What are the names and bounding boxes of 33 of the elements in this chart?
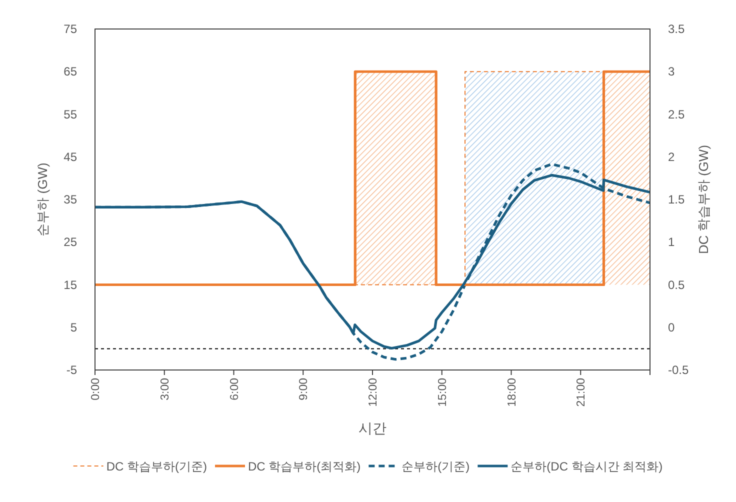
y2-tick-label: 3.5	[668, 22, 686, 36]
legend-label: 순부하(DC 학습시간 최적화)	[510, 460, 663, 474]
y-tick-label: 45	[64, 150, 78, 164]
x-tick-label: 18:00	[506, 378, 518, 407]
y2-axis-title: DC 학습부하 (GW)	[696, 144, 711, 254]
y-tick-label: 25	[64, 235, 78, 250]
x-tick-label: 15:00	[436, 378, 449, 407]
y-tick-label: 15	[64, 278, 78, 292]
y2-tick-label: 1.5	[668, 192, 686, 206]
x-tick-label: 9:00	[298, 378, 310, 400]
x-tick-label: 3:00	[159, 378, 172, 400]
y2-tick-label: 0	[668, 320, 675, 334]
legend-label: DC 학습부하(최적화)	[248, 460, 361, 474]
y2-tick-label: 1	[668, 235, 675, 250]
x-tick-label: 0:00	[90, 378, 102, 400]
y2-tick-label: 2	[668, 150, 675, 164]
x-tick-label: 21:00	[576, 378, 588, 407]
y2-tick-label: 2.5	[668, 107, 686, 122]
y2-tick-label: 0.5	[668, 278, 686, 292]
y-tick-label: -5	[66, 363, 78, 377]
x-axis-title: 시간	[358, 420, 386, 436]
x-tick-label: 12:00	[368, 378, 380, 407]
x-tick-label: 6:00	[228, 378, 241, 400]
y2-tick-label: -0.5	[668, 363, 690, 377]
y-tick-label: 75	[64, 22, 78, 36]
y-tick-label: 65	[64, 64, 78, 79]
legend-label: DC 학습부하(기준)	[106, 460, 207, 474]
legend-label: 순부하(기준)	[402, 460, 470, 474]
y-tick-label: 55	[64, 107, 78, 122]
y-tick-label: 5	[70, 320, 78, 334]
y-axis-title: 순부하 (GW)	[35, 162, 50, 236]
y-tick-label: 35	[64, 192, 78, 206]
y2-tick-label: 3	[668, 64, 675, 79]
